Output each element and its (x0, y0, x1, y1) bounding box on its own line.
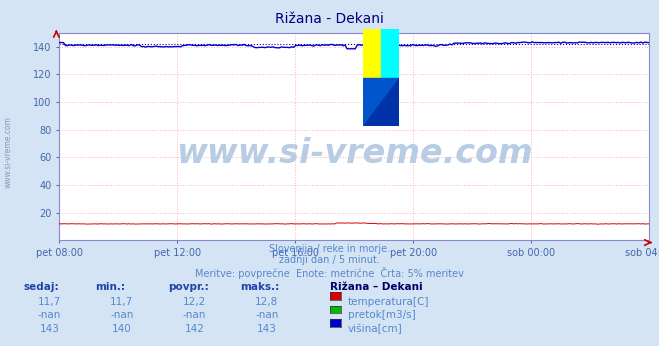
Text: www.si-vreme.com: www.si-vreme.com (4, 116, 13, 188)
Text: 142: 142 (185, 324, 204, 334)
Text: 143: 143 (40, 324, 59, 334)
Text: zadnji dan / 5 minut.: zadnji dan / 5 minut. (279, 255, 380, 265)
Polygon shape (363, 78, 399, 126)
Bar (363, 29, 381, 78)
Text: -nan: -nan (110, 310, 134, 320)
Text: -nan: -nan (255, 310, 279, 320)
Text: min.:: min.: (96, 282, 126, 292)
Text: Meritve: povprečne  Enote: metrične  Črta: 5% meritev: Meritve: povprečne Enote: metrične Črta:… (195, 267, 464, 279)
Text: 143: 143 (257, 324, 277, 334)
Text: višina[cm]: višina[cm] (348, 324, 403, 334)
Text: povpr.:: povpr.: (168, 282, 209, 292)
Text: www.si-vreme.com: www.si-vreme.com (176, 137, 532, 170)
Text: -nan: -nan (38, 310, 61, 320)
Text: Slovenija / reke in morje.: Slovenija / reke in morje. (269, 244, 390, 254)
Text: 12,8: 12,8 (255, 297, 279, 307)
Text: -nan: -nan (183, 310, 206, 320)
Text: sedaj:: sedaj: (23, 282, 59, 292)
Polygon shape (363, 78, 399, 126)
Text: 140: 140 (112, 324, 132, 334)
Text: pretok[m3/s]: pretok[m3/s] (348, 310, 416, 320)
Text: Rižana - Dekani: Rižana - Dekani (275, 12, 384, 26)
Text: 11,7: 11,7 (110, 297, 134, 307)
Text: 11,7: 11,7 (38, 297, 61, 307)
Text: 12,2: 12,2 (183, 297, 206, 307)
Text: temperatura[C]: temperatura[C] (348, 297, 430, 307)
Text: Rižana – Dekani: Rižana – Dekani (330, 282, 422, 292)
Text: maks.:: maks.: (241, 282, 280, 292)
Bar (381, 29, 399, 78)
